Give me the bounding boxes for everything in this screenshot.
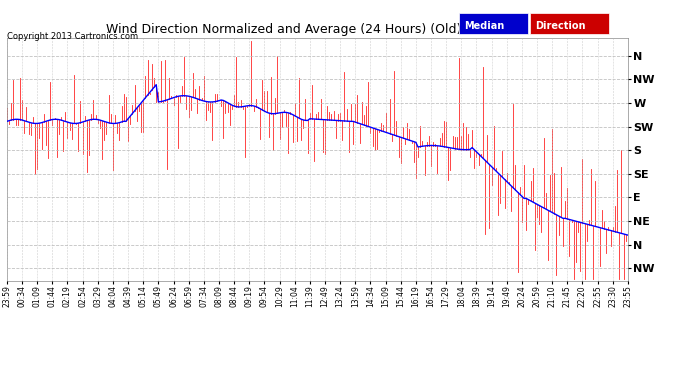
Text: Copyright 2013 Cartronics.com: Copyright 2013 Cartronics.com	[7, 32, 138, 41]
Text: Median: Median	[464, 21, 504, 31]
Text: Direction: Direction	[535, 21, 586, 31]
Title: Wind Direction Normalized and Average (24 Hours) (Old) 20130501: Wind Direction Normalized and Average (2…	[106, 23, 529, 36]
